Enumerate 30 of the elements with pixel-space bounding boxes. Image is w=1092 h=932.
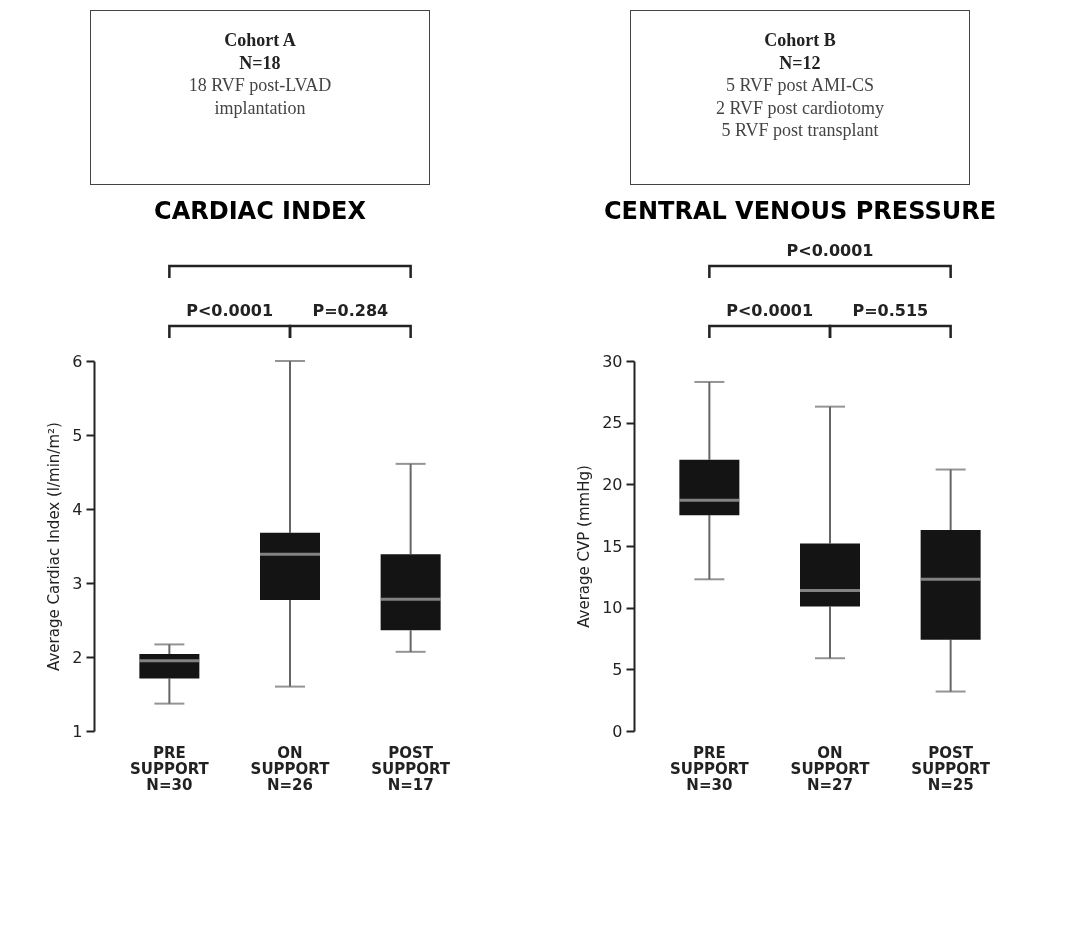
y-tick-label: 5 bbox=[72, 425, 83, 445]
y-tick-label: 0 bbox=[612, 721, 623, 741]
y-tick-label: 5 bbox=[612, 659, 623, 679]
text: P=0.284 bbox=[312, 301, 389, 320]
y-axis-title: Average Cardiac Index (l/min/m²) bbox=[45, 422, 64, 671]
x-tick-label: POST SUPPORT N=25 bbox=[911, 743, 991, 794]
y-tick-label: 4 bbox=[72, 499, 83, 519]
chart-subtitle: Cohort B N=12 5 RVF post AMI-CS 2 RVF post cardiotomy 5 RVF post transplant bbox=[715, 30, 885, 140]
y-tick-label: 3 bbox=[72, 573, 83, 593]
y-axis-title: Average CVP (mmHg) bbox=[575, 465, 594, 628]
y-tick-label: 1 bbox=[72, 721, 83, 741]
x-tick-label: PRE SUPPORT N=30 bbox=[669, 743, 750, 794]
chart-title: CARDIAC INDEX bbox=[154, 197, 366, 225]
x-tick-label: ON SUPPORT N=26 bbox=[250, 743, 331, 794]
x-tick-label: PRE SUPPORT N=30 bbox=[129, 743, 210, 794]
y-tick-label: 15 bbox=[602, 536, 623, 556]
y-tick-label: 30 bbox=[602, 351, 623, 371]
chart-subtitle: Cohort A N=18 18 RVF post-LVAD implantation bbox=[188, 30, 332, 118]
text: P=0.515 bbox=[852, 301, 929, 320]
text: P<0.0001 bbox=[786, 241, 874, 260]
y-tick-label: 25 bbox=[602, 413, 623, 433]
y-tick-label: 6 bbox=[72, 351, 83, 371]
y-tick-label: 10 bbox=[602, 598, 623, 618]
y-tick-label: 2 bbox=[72, 647, 83, 667]
chart-title: CENTRAL VENOUS PRESSURE bbox=[603, 197, 997, 225]
text: P<0.0001 bbox=[186, 301, 274, 320]
y-tick-label: 20 bbox=[602, 474, 623, 494]
x-tick-label: POST SUPPORT N=17 bbox=[371, 743, 451, 794]
x-tick-label: ON SUPPORT N=27 bbox=[790, 743, 871, 794]
text: P<0.0001 bbox=[726, 301, 814, 320]
